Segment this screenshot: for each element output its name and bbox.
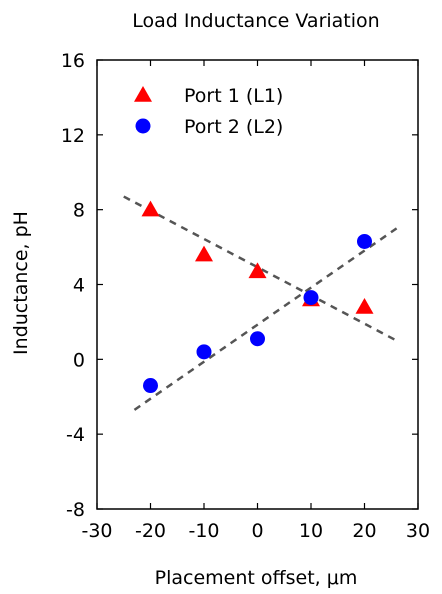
y-tick-label: 12 — [61, 125, 85, 147]
data-point — [303, 290, 319, 306]
data-point — [196, 344, 212, 360]
x-tick-label: 20 — [352, 520, 376, 542]
data-point — [195, 245, 213, 262]
y-tick-label: 8 — [73, 200, 85, 222]
x-tick-label: 0 — [251, 520, 263, 542]
data-point — [141, 200, 160, 217]
plot-area: -30 -20 -10 0 10 20 30 -8 -4 0 4 8 12 16 Port 1 (L1) Po… — [61, 50, 430, 542]
legend-marker — [135, 118, 151, 134]
chart-title: Load Inductance Variation — [132, 10, 379, 32]
fit-line — [133, 227, 398, 411]
legend-entry: Port 2 (L2) — [184, 116, 283, 138]
y-tick-label: 4 — [73, 275, 85, 297]
y-tick-label: 0 — [73, 349, 85, 371]
x-tick-label: 30 — [406, 520, 430, 542]
x-tick-label: -20 — [135, 520, 166, 542]
data-point — [357, 233, 372, 249]
y-tick-label: -4 — [66, 424, 85, 446]
data-point — [250, 331, 265, 347]
legend-entry: Port 1 (L1) — [184, 85, 283, 107]
x-tick-label: 10 — [299, 520, 323, 542]
x-tick-label: -30 — [81, 520, 112, 542]
data-point — [355, 297, 374, 314]
legend-marker — [134, 86, 152, 102]
y-axis-label: Inductance, pH — [10, 211, 32, 355]
x-tick-label: -10 — [188, 520, 219, 542]
data-point — [248, 262, 267, 279]
y-tick-label: -8 — [66, 499, 85, 521]
x-axis-label: Placement offset, μm — [155, 567, 358, 589]
data-point — [143, 378, 158, 394]
y-tick-label: 16 — [61, 50, 85, 72]
